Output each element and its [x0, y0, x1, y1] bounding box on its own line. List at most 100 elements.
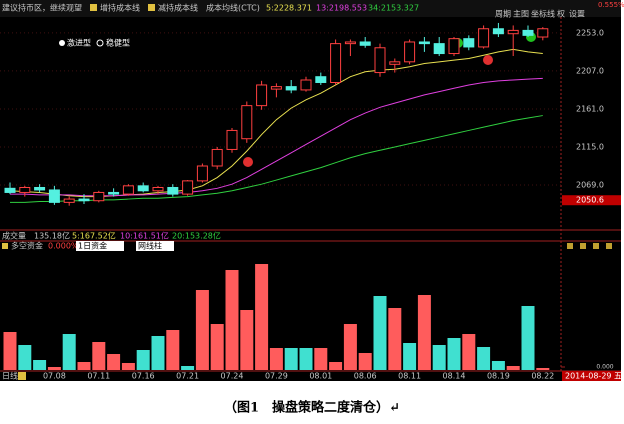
background [0, 0, 621, 381]
candle-body [19, 186, 31, 193]
candle-body [404, 41, 416, 63]
bar [314, 348, 328, 370]
x-tick-label: 07.29 [265, 372, 288, 381]
bar [284, 348, 298, 370]
menu[interactable]: 主图 [513, 9, 529, 19]
candle-body [285, 86, 297, 91]
date-box [562, 371, 621, 381]
volume-ma: 10:161.51亿 [120, 231, 169, 241]
bar [329, 362, 343, 370]
candle-body [211, 148, 223, 167]
bar [107, 354, 121, 370]
bar [299, 348, 313, 370]
dropdown[interactable] [136, 241, 174, 251]
candle-body [270, 86, 282, 90]
candle-body [78, 198, 90, 202]
x-tick-label: 08.11 [398, 372, 421, 381]
top-bar [0, 0, 621, 17]
sell-line[interactable]: 减持成本线 [158, 3, 198, 13]
date: 2014-08-29 五 [565, 372, 622, 381]
menu[interactable]: 周期 [495, 10, 511, 19]
icon[interactable] [606, 243, 612, 249]
x-tick-label: 08.19 [487, 372, 510, 381]
buy-line[interactable]: 增持成本线 [100, 3, 140, 13]
candle-body [182, 180, 194, 195]
bar [225, 270, 239, 370]
radio[interactable] [59, 40, 65, 46]
bar [462, 334, 476, 370]
x-tick-label: 07.16 [132, 372, 155, 381]
bar [195, 290, 209, 370]
price-box [562, 195, 621, 206]
bar [255, 264, 269, 370]
x-tick-label: 07.24 [221, 372, 244, 381]
bar [373, 296, 387, 370]
menu[interactable]: 设置 [569, 9, 585, 19]
bar [240, 310, 254, 370]
candle-body [374, 47, 386, 74]
candle-body [315, 76, 327, 83]
x-tick-label: 08.01 [309, 372, 332, 381]
period-label[interactable]: 日线 [2, 371, 18, 381]
candle-body [93, 191, 105, 202]
bar [62, 334, 76, 370]
bar [77, 362, 91, 370]
ma13: 13:2198.553 [316, 4, 367, 13]
candle-body [34, 186, 46, 191]
y-tick-label: 2161.0 [576, 104, 604, 113]
bar [417, 295, 431, 370]
x-tick-label: 08.22 [531, 372, 554, 381]
bar [432, 345, 446, 370]
candle-body [122, 185, 134, 195]
bar [491, 361, 505, 370]
bar [536, 368, 550, 370]
legend[interactable]: 稳健型 [106, 38, 130, 48]
fund-title: 多空资金 [11, 241, 43, 251]
candle-body [537, 28, 549, 38]
menu[interactable]: 坐标线 [531, 9, 555, 19]
candle-body [433, 43, 445, 55]
bar [477, 347, 491, 370]
candle-body [4, 187, 16, 193]
bar [92, 342, 106, 370]
ctc: 成本均线(CTC) [206, 3, 260, 13]
dropdown-text[interactable]: 1日资金 [78, 241, 107, 251]
candle-body [463, 38, 475, 48]
icon[interactable] [593, 243, 599, 249]
candle-body [389, 61, 401, 65]
icon [18, 372, 26, 380]
volume-title: 成交量 [2, 231, 26, 241]
dropdown[interactable] [76, 241, 124, 251]
x-tick-label: 07.21 [176, 372, 199, 381]
caption: （图1 操盘策略二度清仓）↵ [224, 400, 400, 416]
volume-total: 135.18亿 [34, 231, 70, 241]
bar [403, 343, 417, 370]
icon[interactable] [567, 243, 573, 249]
radio[interactable] [96, 39, 104, 47]
price-label: 2050.6 [576, 196, 604, 205]
candle-body [344, 41, 356, 45]
candle-body [196, 165, 208, 182]
candle-body [507, 29, 519, 35]
candle-body [226, 129, 238, 150]
icon [148, 4, 155, 11]
bar [388, 308, 402, 370]
change: 0.555% [598, 1, 624, 9]
bar [358, 353, 372, 370]
bar [121, 363, 135, 370]
x-tick-label: 07.08 [43, 372, 66, 381]
icon[interactable] [580, 243, 586, 249]
legend[interactable]: 激进型 [67, 38, 91, 48]
candle-body [418, 41, 430, 45]
icon [2, 243, 8, 249]
bar [506, 366, 520, 370]
icon [90, 4, 97, 11]
buy-signal [483, 55, 493, 65]
bar [181, 366, 195, 370]
dropdown-text[interactable]: 网线柱 [138, 241, 162, 251]
candle-body [137, 185, 149, 192]
candle-body [300, 79, 312, 91]
candle-body [330, 43, 342, 83]
menu[interactable]: 权 [557, 9, 565, 19]
